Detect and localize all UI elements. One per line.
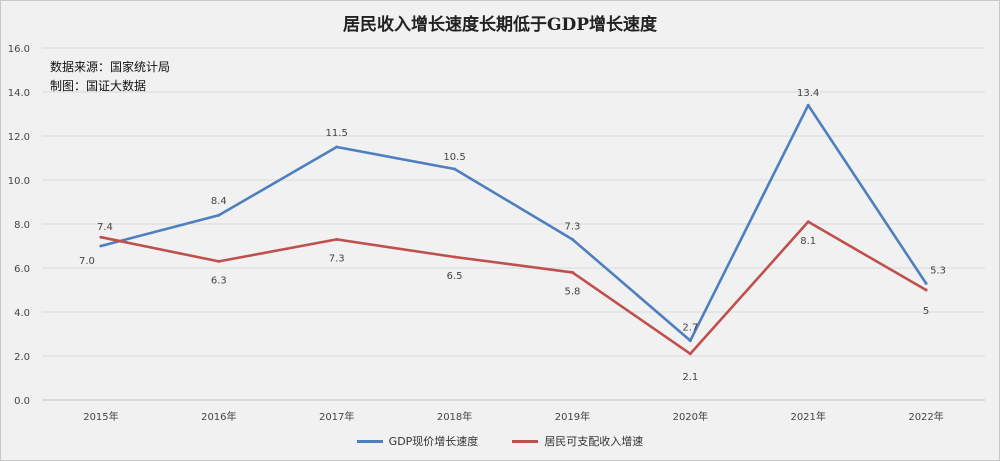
data-label: 5.3 — [930, 265, 946, 276]
data-point — [689, 352, 692, 355]
x-tick-label: 2018年 — [437, 410, 472, 423]
data-label: 6.3 — [211, 275, 227, 286]
legend-label-income: 居民可支配收入增速 — [544, 433, 643, 449]
data-label: 5 — [923, 306, 929, 317]
series-line — [101, 105, 926, 340]
data-label: 7.4 — [97, 222, 113, 233]
x-tick-label: 2015年 — [83, 410, 118, 423]
y-tick-label: 14.0 — [8, 88, 30, 99]
legend-item-gdp: GDP现价增长速度 — [357, 433, 479, 449]
data-point — [925, 282, 928, 285]
data-point — [99, 245, 102, 248]
data-label: 10.5 — [443, 152, 465, 163]
legend-swatch-income — [512, 440, 538, 443]
data-label: 2.7 — [682, 323, 698, 334]
data-point — [925, 289, 928, 292]
x-tick-label: 2019年 — [555, 410, 590, 423]
data-label: 7.3 — [564, 221, 580, 232]
data-point — [571, 271, 574, 274]
y-tick-label: 8.0 — [14, 220, 30, 231]
data-point — [571, 238, 574, 241]
legend-label-gdp: GDP现价增长速度 — [389, 433, 479, 449]
data-point — [807, 104, 810, 107]
data-label: 2.1 — [682, 372, 698, 383]
data-point — [453, 168, 456, 171]
x-tick-label: 2021年 — [790, 410, 825, 423]
data-label: 11.5 — [326, 128, 348, 139]
legend: GDP现价增长速度 居民可支配收入增速 — [0, 433, 1000, 449]
data-label: 6.5 — [447, 271, 463, 282]
data-point — [335, 238, 338, 241]
data-point — [453, 256, 456, 259]
x-tick-label: 2016年 — [201, 410, 236, 423]
data-point — [689, 339, 692, 342]
y-tick-label: 10.0 — [8, 176, 30, 187]
data-label: 7.0 — [79, 256, 95, 267]
data-label: 8.4 — [211, 196, 227, 207]
data-point — [335, 146, 338, 149]
data-point — [99, 236, 102, 239]
y-tick-label: 16.0 — [8, 44, 30, 55]
y-tick-label: 12.0 — [8, 132, 30, 143]
y-tick-label: 6.0 — [14, 264, 30, 275]
y-tick-label: 4.0 — [14, 308, 30, 319]
data-point — [217, 260, 220, 263]
data-label: 7.3 — [329, 253, 345, 264]
data-label: 13.4 — [797, 88, 819, 99]
legend-item-income: 居民可支配收入增速 — [512, 433, 643, 449]
x-tick-label: 2020年 — [673, 410, 708, 423]
y-tick-label: 0.0 — [14, 396, 30, 407]
data-label: 5.8 — [564, 286, 580, 297]
x-tick-label: 2017年 — [319, 410, 354, 423]
data-point — [807, 220, 810, 223]
x-tick-label: 2022年 — [908, 410, 943, 423]
legend-swatch-gdp — [357, 440, 383, 443]
y-tick-label: 2.0 — [14, 352, 30, 363]
data-label: 8.1 — [800, 236, 816, 247]
data-point — [217, 214, 220, 217]
